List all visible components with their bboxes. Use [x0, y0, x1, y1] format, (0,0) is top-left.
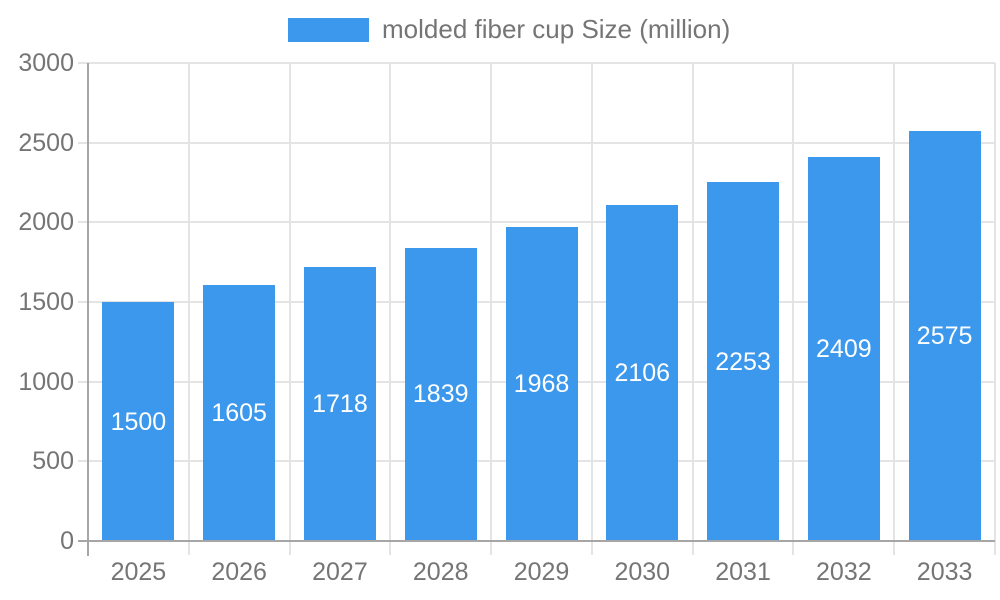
y-axis-line [87, 63, 89, 556]
gridline-h-2500 [88, 141, 995, 144]
x-tick-label-2031: 2031 [715, 558, 771, 586]
x-tick-label-2032: 2032 [816, 558, 872, 586]
bar-value-2030: 2106 [614, 359, 671, 388]
y-tick-2500 [78, 141, 88, 144]
y-tick-label-0: 0 [60, 527, 74, 555]
bar-2030[interactable] [606, 205, 679, 541]
bar-value-2025: 1500 [110, 407, 167, 436]
bar-2029[interactable] [505, 227, 578, 541]
x-tick-4 [490, 541, 493, 555]
x-tick-label-2029: 2029 [513, 558, 570, 586]
x-tick-9 [994, 541, 996, 555]
y-tick-label-500: 500 [32, 447, 74, 476]
x-tick-5 [590, 541, 593, 555]
gridline-v-4 [490, 63, 493, 541]
bar-2033[interactable] [908, 130, 981, 541]
y-tick-1500 [78, 301, 88, 303]
x-tick-2 [288, 541, 291, 555]
legend-label: molded fiber cup Size (million) [382, 14, 731, 44]
gridline-v-3 [389, 63, 392, 541]
x-tick-label-2027: 2027 [312, 558, 368, 586]
x-tick-6 [691, 541, 694, 555]
bar-2027[interactable] [303, 267, 376, 541]
bar-value-2031: 2253 [715, 347, 771, 376]
gridline-v-7 [792, 63, 795, 541]
x-axis-line [78, 540, 995, 542]
bar-value-2027: 1718 [312, 390, 368, 419]
bar-value-2028: 1839 [412, 380, 469, 409]
bar-2031[interactable] [707, 182, 780, 541]
y-tick-label-1500: 1500 [18, 288, 74, 316]
x-tick-label-2028: 2028 [412, 558, 469, 586]
x-tick-label-2026: 2026 [211, 558, 267, 586]
x-tick-label-2033: 2033 [916, 558, 973, 586]
gridline-v-9 [994, 63, 996, 541]
y-tick-label-3000: 3000 [18, 49, 74, 77]
x-tick-8 [893, 541, 896, 555]
chart-legend[interactable]: molded fiber cup Size (million) [288, 14, 730, 45]
legend-swatch [288, 17, 369, 42]
bar-value-2029: 1968 [513, 370, 570, 399]
bar-value-2032: 2409 [816, 335, 872, 364]
y-tick-1000 [78, 380, 88, 383]
bar-2026[interactable] [203, 285, 276, 541]
y-tick-label-2500: 2500 [18, 128, 74, 157]
y-tick-500 [78, 460, 88, 463]
bar-2025[interactable] [102, 302, 175, 541]
gridline-v-2 [288, 63, 291, 541]
gridline-v-6 [691, 63, 694, 541]
bar-value-2033: 2575 [916, 321, 973, 350]
gridline-v-5 [590, 63, 593, 541]
bar-2028[interactable] [404, 247, 477, 541]
x-tick-label-2030: 2030 [614, 558, 671, 586]
gridline-v-8 [893, 63, 896, 541]
bar-value-2026: 1605 [211, 399, 267, 428]
gridline-h-3000 [88, 62, 995, 64]
y-tick-2000 [78, 221, 88, 224]
x-tick-1 [187, 541, 190, 555]
y-tick-3000 [78, 62, 88, 64]
y-tick-label-1000: 1000 [18, 367, 74, 396]
gridline-h-2000 [88, 221, 995, 224]
x-tick-label-2025: 2025 [110, 558, 167, 586]
x-tick-3 [389, 541, 392, 555]
bar-2032[interactable] [807, 157, 880, 541]
y-tick-label-2000: 2000 [18, 208, 74, 237]
gridline-v-1 [187, 63, 190, 541]
x-tick-7 [792, 541, 795, 555]
